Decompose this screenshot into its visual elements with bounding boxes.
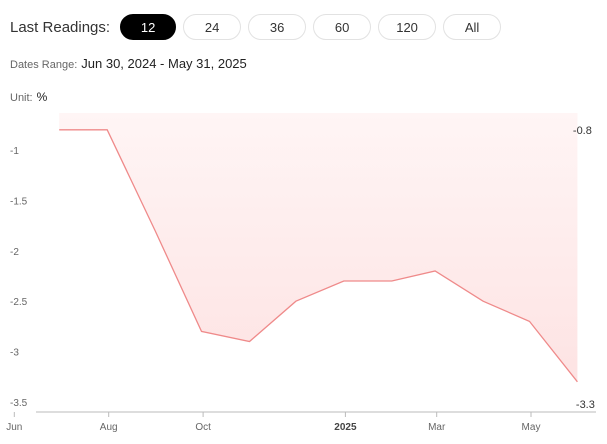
readings-60-button[interactable]: 60	[313, 14, 372, 40]
unit-value: %	[36, 90, 48, 104]
y-tick-label: -1	[10, 146, 19, 157]
data-point[interactable]	[575, 380, 579, 384]
readings-toolbar: Last Readings: 12 24 36 60 120 All	[10, 12, 508, 42]
x-tick-label: Jun	[6, 422, 22, 433]
y-tick-label: -3	[10, 348, 19, 359]
data-point[interactable]	[57, 128, 61, 132]
data-point[interactable]	[105, 128, 109, 132]
readings-12-button[interactable]: 12	[120, 14, 177, 40]
x-tick-label: Aug	[100, 422, 118, 433]
x-tick-label: 2025	[334, 422, 357, 433]
data-point[interactable]	[433, 269, 437, 273]
data-point[interactable]	[200, 329, 204, 333]
unit-row: Unit:%	[10, 90, 47, 104]
data-point[interactable]	[248, 340, 252, 344]
y-tick-label: -1.5	[10, 196, 28, 207]
x-tick-label: Oct	[195, 422, 211, 433]
data-point[interactable]	[528, 319, 532, 323]
dates-range-value: Jun 30, 2024 - May 31, 2025	[81, 56, 247, 71]
max-value-label: -0.8	[573, 125, 592, 137]
readings-24-button[interactable]: 24	[183, 14, 242, 40]
y-tick-label: -2	[10, 247, 19, 258]
last-value-label: -3.3	[576, 399, 595, 411]
x-tick-label: Mar	[428, 422, 446, 433]
series-line	[59, 129, 578, 383]
unit-label: Unit:	[10, 92, 33, 104]
readings-120-button[interactable]: 120	[378, 14, 437, 40]
x-tick-label: May	[522, 422, 541, 433]
data-point[interactable]	[153, 229, 157, 233]
series-area	[59, 113, 578, 382]
y-tick-label: -3.5	[10, 398, 28, 409]
data-point[interactable]	[294, 299, 298, 303]
readings-label: Last Readings:	[10, 18, 111, 36]
y-tick-label: -2.5	[10, 297, 28, 308]
data-point[interactable]	[481, 299, 485, 303]
readings-all-button[interactable]: All	[443, 14, 502, 40]
dates-range-label: Dates Range:	[10, 59, 78, 71]
data-point[interactable]	[390, 279, 394, 283]
readings-36-button[interactable]: 36	[248, 14, 307, 40]
data-point[interactable]	[342, 279, 346, 283]
dates-range: Dates Range: Jun 30, 2024 - May 31, 2025	[10, 56, 247, 71]
